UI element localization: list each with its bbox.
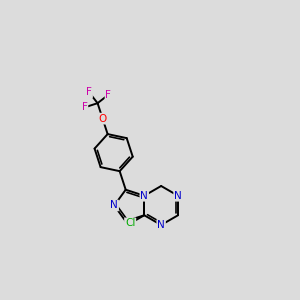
Text: N: N: [140, 191, 148, 201]
Text: N: N: [174, 191, 182, 201]
Text: N: N: [110, 200, 118, 211]
Text: F: F: [82, 102, 87, 112]
Text: O: O: [98, 114, 107, 124]
Text: F: F: [106, 90, 111, 100]
Text: F: F: [86, 87, 92, 97]
Text: Cl: Cl: [125, 218, 135, 228]
Text: N: N: [157, 220, 165, 230]
